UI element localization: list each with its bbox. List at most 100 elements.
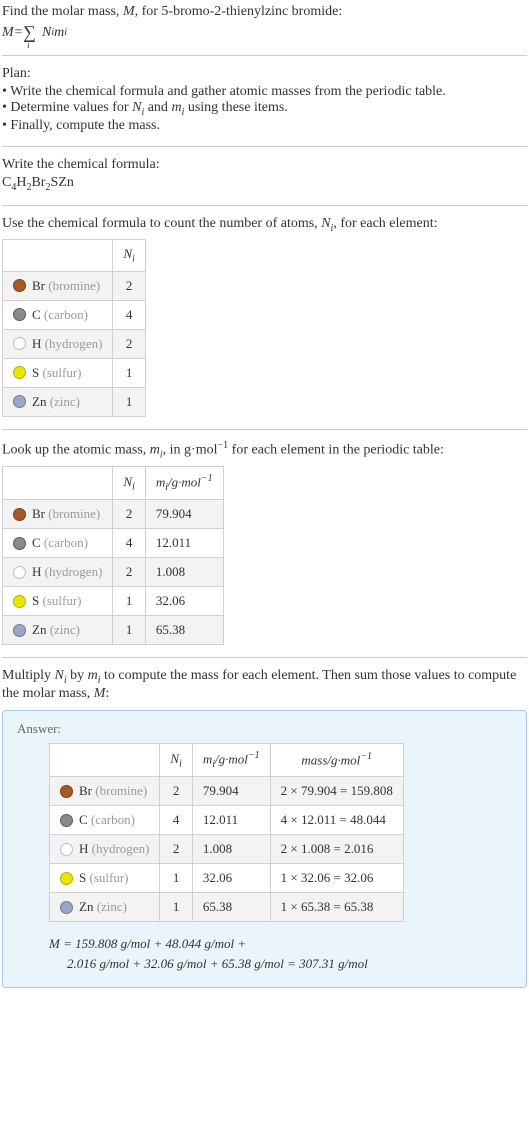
table-header-empty bbox=[3, 240, 113, 272]
lookup-exp: −1 bbox=[218, 440, 229, 451]
element-name: (zinc) bbox=[50, 622, 80, 637]
hdr-N: N bbox=[170, 751, 179, 766]
count-N: N bbox=[321, 216, 330, 231]
element-name: (carbon) bbox=[44, 307, 88, 322]
element-cell: H (hydrogen) bbox=[3, 329, 113, 358]
table-header-mass: mass/g·mol−1 bbox=[270, 744, 403, 777]
hdr-unit-exp: −1 bbox=[201, 473, 213, 484]
table-row: H (hydrogen)21.0082 × 1.008 = 2.016 bbox=[50, 835, 404, 864]
ni-cell: 1 bbox=[113, 358, 145, 387]
cf-C: C bbox=[2, 175, 11, 190]
write-formula-section: Write the chemical formula: C4H2Br2SZn bbox=[2, 157, 527, 193]
table-header-row: Ni bbox=[3, 240, 146, 272]
eq-equals: = bbox=[14, 25, 23, 41]
lookup-m: m bbox=[150, 443, 160, 458]
mult-M: M bbox=[94, 686, 106, 701]
element-swatch-icon bbox=[60, 814, 73, 827]
table-row: C (carbon)412.011 bbox=[3, 529, 224, 558]
element-swatch-icon bbox=[13, 366, 26, 379]
plan-item: Determine values for Ni and mi using the… bbox=[2, 100, 527, 118]
write-formula-title: Write the chemical formula: bbox=[2, 157, 527, 173]
ni-cell: 2 bbox=[113, 271, 145, 300]
lookup-post: for each element in the periodic table: bbox=[228, 443, 444, 458]
element-cell: S (sulfur) bbox=[3, 587, 113, 616]
multiply-section: Multiply Ni by mi to compute the mass fo… bbox=[2, 668, 527, 988]
mult-by: by bbox=[67, 668, 88, 683]
table-header-empty bbox=[3, 467, 113, 500]
element-symbol: Br bbox=[32, 278, 48, 293]
mi-cell: 12.011 bbox=[145, 529, 223, 558]
element-symbol: H bbox=[32, 336, 45, 351]
element-swatch-icon bbox=[13, 566, 26, 579]
count-pre: Use the chemical formula to count the nu… bbox=[2, 216, 321, 231]
element-swatch-icon bbox=[13, 308, 26, 321]
element-cell: H (hydrogen) bbox=[3, 558, 113, 587]
element-name: (hydrogen) bbox=[45, 336, 103, 351]
hdr-N: N bbox=[123, 246, 132, 261]
element-cell: Zn (zinc) bbox=[50, 893, 160, 922]
plan-item2-pre: Determine values for bbox=[10, 100, 132, 115]
ni-cell: 1 bbox=[160, 893, 192, 922]
lookup-table: Ni mi/g·mol−1 Br (bromine)279.904C (carb… bbox=[2, 466, 224, 645]
divider bbox=[2, 657, 527, 658]
element-name: (sulfur) bbox=[89, 870, 128, 885]
element-cell: Zn (zinc) bbox=[3, 616, 113, 645]
cf-Br: Br bbox=[31, 175, 45, 190]
element-name: (sulfur) bbox=[42, 593, 81, 608]
element-name: (hydrogen) bbox=[45, 564, 103, 579]
hdr-m: m bbox=[203, 751, 212, 766]
mi-cell: 32.06 bbox=[192, 864, 270, 893]
table-row: H (hydrogen)21.008 bbox=[3, 558, 224, 587]
element-swatch-icon bbox=[13, 624, 26, 637]
element-name: (zinc) bbox=[50, 394, 80, 409]
element-cell: H (hydrogen) bbox=[50, 835, 160, 864]
ni-cell: 4 bbox=[113, 529, 145, 558]
element-symbol: Zn bbox=[32, 622, 50, 637]
hdr-Nsub: i bbox=[179, 758, 182, 769]
mass-cell: 2 × 1.008 = 2.016 bbox=[270, 835, 403, 864]
element-cell: Br (bromine) bbox=[3, 271, 113, 300]
table-header-mi: mi/g·mol−1 bbox=[192, 744, 270, 777]
element-cell: Zn (zinc) bbox=[3, 387, 113, 416]
element-symbol: Zn bbox=[79, 899, 97, 914]
table-header-empty bbox=[50, 744, 160, 777]
lookup-text: Look up the atomic mass, mi, in g·mol−1 … bbox=[2, 440, 527, 460]
plan-item: Write the chemical formula and gather at… bbox=[2, 84, 527, 100]
sigma-sub: i bbox=[27, 40, 30, 50]
intro-post: , for 5-bromo-2-thienylzinc bromide: bbox=[135, 4, 343, 19]
table-row: S (sulfur)1 bbox=[3, 358, 146, 387]
ni-cell: 2 bbox=[113, 500, 145, 529]
table-header-mi: mi/g·mol−1 bbox=[145, 467, 223, 500]
element-name: (zinc) bbox=[97, 899, 127, 914]
eq-N: N bbox=[42, 25, 51, 41]
multiply-text: Multiply Ni by mi to compute the mass fo… bbox=[2, 668, 527, 702]
table-header-Ni: Ni bbox=[113, 240, 145, 272]
ni-cell: 2 bbox=[160, 777, 192, 806]
cf-H: H bbox=[16, 175, 26, 190]
element-cell: C (carbon) bbox=[50, 806, 160, 835]
element-cell: S (sulfur) bbox=[50, 864, 160, 893]
eq-m: m bbox=[54, 25, 64, 41]
element-name: (hydrogen) bbox=[92, 841, 150, 856]
table-header-row: Ni mi/g·mol−1 bbox=[3, 467, 224, 500]
sigma-icon: ∑i bbox=[23, 22, 36, 43]
element-name: (sulfur) bbox=[42, 365, 81, 380]
count-section: Use the chemical formula to count the nu… bbox=[2, 216, 527, 417]
element-symbol: C bbox=[32, 307, 44, 322]
mult-m: m bbox=[88, 668, 98, 683]
ni-cell: 1 bbox=[160, 864, 192, 893]
element-cell: S (sulfur) bbox=[3, 358, 113, 387]
plan-title: Plan: bbox=[2, 66, 527, 82]
element-name: (carbon) bbox=[91, 812, 135, 827]
plan-m: m bbox=[171, 100, 181, 115]
ni-cell: 2 bbox=[113, 329, 145, 358]
element-swatch-icon bbox=[13, 279, 26, 292]
final-M: M bbox=[49, 936, 60, 951]
ni-cell: 1 bbox=[113, 387, 145, 416]
intro-pre: Find the molar mass, bbox=[2, 4, 123, 19]
divider bbox=[2, 205, 527, 206]
mi-cell: 65.38 bbox=[192, 893, 270, 922]
divider bbox=[2, 429, 527, 430]
table-row: S (sulfur)132.06 bbox=[3, 587, 224, 616]
table-row: Br (bromine)279.9042 × 79.904 = 159.808 bbox=[50, 777, 404, 806]
